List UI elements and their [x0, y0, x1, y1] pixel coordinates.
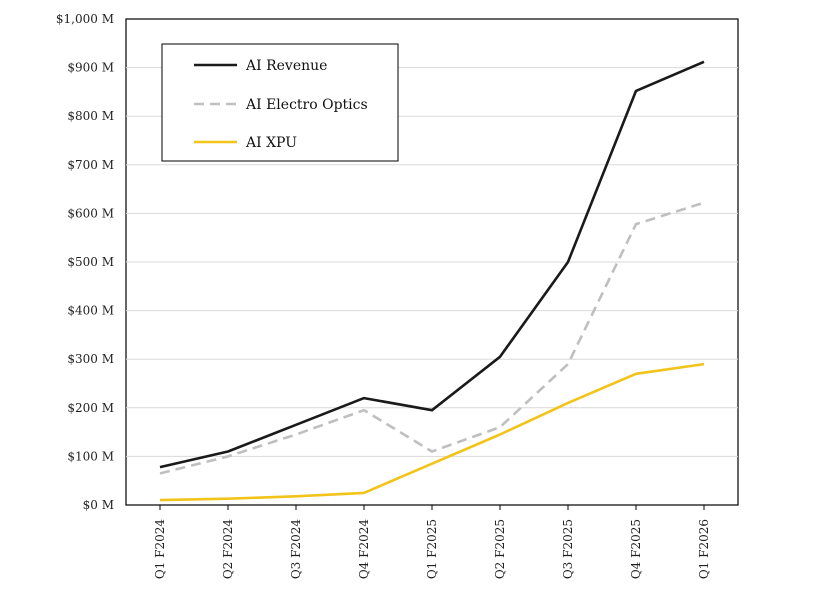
y-tick-label: $200 M [67, 401, 114, 415]
x-tick-label: Q4 F2024 [357, 519, 371, 580]
legend: AI Revenue AI Electro Optics AI XPU [161, 43, 399, 162]
x-tick-label: Q3 F2024 [289, 519, 303, 580]
y-tick-label: $0 M [83, 498, 114, 512]
series-line-ai-revenue [159, 60, 705, 469]
x-tick-label: Q3 F2025 [561, 519, 575, 579]
series-line-ai-xpu [159, 362, 705, 502]
x-tick-label: Q4 F2025 [629, 519, 643, 579]
y-axis: $0 M $100 M $200 M $300 M $400 M $500 M $600 M… [56, 12, 114, 512]
x-tick-label: Q2 F2024 [221, 519, 235, 580]
y-tick-label: $400 M [67, 304, 114, 318]
y-tick-label: $900 M [67, 61, 114, 75]
y-tick-label: $300 M [67, 352, 114, 366]
x-tick-label: Q1 F2024 [153, 519, 167, 580]
legend-label: AI XPU [245, 135, 297, 151]
y-tick-label: $1,000 M [56, 12, 114, 26]
y-tick-label: $800 M [67, 109, 114, 123]
series-lines [159, 60, 705, 502]
x-axis: Q1 F2024 Q2 F2024 Q3 F2024 Q4 F2024 Q1 F2025… [153, 505, 711, 579]
y-tick-label: $100 M [67, 449, 114, 463]
x-tick-label: Q1 F2025 [425, 519, 439, 579]
y-tick-label: $500 M [67, 255, 114, 269]
series-line-ai-electro-optics [159, 201, 705, 475]
y-tick-label: $700 M [67, 158, 114, 172]
x-tick-label: Q1 F2026 [697, 519, 711, 579]
legend-label: AI Electro Optics [245, 97, 368, 113]
y-tick-label: $600 M [67, 206, 114, 220]
legend-label: AI Revenue [245, 58, 327, 74]
x-tick-label: Q2 F2025 [493, 519, 507, 579]
